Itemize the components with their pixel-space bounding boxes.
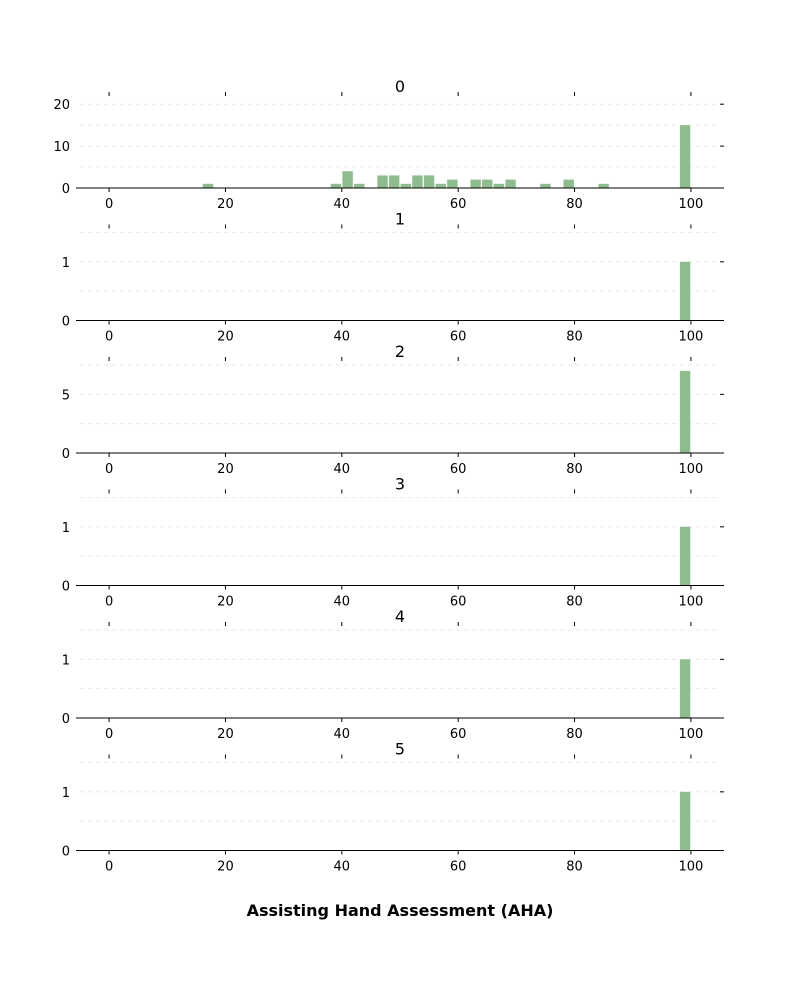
y-tick-label: 5 bbox=[62, 388, 70, 403]
bar bbox=[482, 179, 493, 188]
x-tick-label: 40 bbox=[334, 197, 351, 212]
bar bbox=[342, 171, 353, 188]
x-tick-label: 40 bbox=[334, 595, 351, 610]
x-tick-label: 20 bbox=[217, 330, 234, 345]
bar bbox=[388, 175, 400, 188]
x-tick-label: 0 bbox=[105, 197, 113, 212]
bar bbox=[330, 183, 342, 188]
x-tick-label: 80 bbox=[566, 462, 583, 477]
bar bbox=[493, 183, 505, 188]
y-tick-label: 0 bbox=[62, 845, 70, 860]
x-tick-label: 40 bbox=[334, 860, 351, 875]
bar bbox=[679, 125, 691, 188]
bar bbox=[679, 791, 691, 851]
x-tick-label: 40 bbox=[334, 330, 351, 345]
panel-title-2: 2 bbox=[395, 342, 405, 361]
bar bbox=[202, 183, 214, 188]
panel-title-1: 1 bbox=[395, 210, 405, 229]
x-tick-label: 60 bbox=[450, 860, 467, 875]
x-tick-label: 80 bbox=[566, 197, 583, 212]
x-tick-label: 40 bbox=[334, 727, 351, 742]
bar bbox=[400, 183, 412, 188]
x-tick-label: 20 bbox=[217, 727, 234, 742]
y-tick-label: 0 bbox=[62, 182, 70, 197]
bar bbox=[354, 183, 365, 188]
x-tick-label: 60 bbox=[450, 727, 467, 742]
bar bbox=[412, 175, 423, 188]
bar bbox=[505, 179, 516, 188]
bar bbox=[447, 179, 458, 188]
x-tick-label: 0 bbox=[105, 462, 113, 477]
bar bbox=[377, 175, 388, 188]
y-tick-label: 0 bbox=[62, 447, 70, 462]
x-tick-label: 20 bbox=[217, 462, 234, 477]
bar bbox=[679, 659, 691, 718]
bar bbox=[679, 370, 691, 453]
x-tick-label: 0 bbox=[105, 727, 113, 742]
x-tick-label: 20 bbox=[217, 860, 234, 875]
x-tick-label: 60 bbox=[450, 330, 467, 345]
y-tick-label: 1 bbox=[62, 256, 70, 271]
x-tick-label: 80 bbox=[566, 330, 583, 345]
panel-title-5: 5 bbox=[395, 740, 405, 759]
x-tick-label: 80 bbox=[566, 727, 583, 742]
x-tick-label: 80 bbox=[566, 595, 583, 610]
panel-title-3: 3 bbox=[395, 475, 405, 494]
y-tick-label: 1 bbox=[62, 786, 70, 801]
bar bbox=[423, 175, 435, 188]
x-tick-label: 0 bbox=[105, 860, 113, 875]
bar bbox=[540, 183, 551, 188]
bar bbox=[679, 261, 691, 321]
y-tick-label: 0 bbox=[62, 580, 70, 595]
bar bbox=[435, 183, 446, 188]
y-tick-label: 1 bbox=[62, 653, 70, 668]
x-axis-label: Assisting Hand Assessment (AHA) bbox=[247, 901, 554, 920]
y-tick-label: 20 bbox=[53, 98, 70, 113]
panel-title-4: 4 bbox=[395, 607, 405, 626]
bar bbox=[563, 179, 574, 188]
y-tick-label: 1 bbox=[62, 521, 70, 536]
x-tick-label: 100 bbox=[678, 595, 703, 610]
x-tick-label: 60 bbox=[450, 462, 467, 477]
x-tick-label: 60 bbox=[450, 595, 467, 610]
y-tick-label: 10 bbox=[53, 140, 70, 155]
bar bbox=[470, 179, 481, 188]
x-tick-label: 100 bbox=[678, 462, 703, 477]
x-tick-label: 60 bbox=[450, 197, 467, 212]
x-tick-label: 100 bbox=[678, 197, 703, 212]
bar bbox=[598, 183, 609, 188]
x-tick-label: 40 bbox=[334, 462, 351, 477]
x-tick-label: 0 bbox=[105, 595, 113, 610]
x-tick-label: 20 bbox=[217, 595, 234, 610]
panel-title-0: 0 bbox=[395, 77, 405, 96]
x-tick-label: 100 bbox=[678, 860, 703, 875]
y-tick-label: 0 bbox=[62, 712, 70, 727]
x-tick-label: 80 bbox=[566, 860, 583, 875]
y-tick-label: 0 bbox=[62, 315, 70, 330]
bar bbox=[679, 526, 691, 586]
x-tick-label: 20 bbox=[217, 197, 234, 212]
x-tick-label: 100 bbox=[678, 727, 703, 742]
x-tick-label: 100 bbox=[678, 330, 703, 345]
x-tick-label: 0 bbox=[105, 330, 113, 345]
